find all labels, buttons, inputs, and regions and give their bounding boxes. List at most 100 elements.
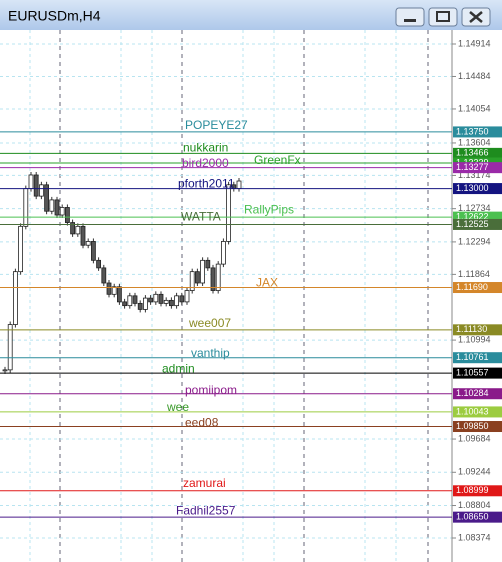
price-tag — [453, 352, 502, 364]
price-tag — [453, 324, 502, 336]
axis-label: 1.10994 — [458, 334, 491, 344]
close-icon — [469, 11, 483, 23]
window-buttons[interactable] — [395, 7, 491, 27]
price-tag — [453, 211, 502, 223]
candle — [226, 184, 232, 242]
axis-label: 1.12294 — [458, 236, 491, 246]
candle — [18, 225, 24, 273]
price-tag — [453, 421, 502, 433]
price-tag-label: 1.10761 — [456, 352, 489, 362]
candle — [91, 241, 96, 261]
candle — [75, 225, 81, 235]
candle — [205, 259, 211, 269]
price-tag-label: 1.13277 — [456, 162, 489, 172]
candle — [236, 180, 242, 189]
price-tag — [453, 162, 502, 174]
level-name: POPEYE27 — [185, 118, 248, 132]
price-tag-label: 1.10043 — [456, 406, 489, 416]
price-tag-label: 1.10284 — [456, 388, 489, 398]
price-tag-label: 1.13000 — [456, 183, 489, 193]
price-tag-label: 1.08650 — [456, 512, 489, 522]
candle — [132, 295, 138, 304]
candle — [163, 299, 169, 304]
axis-label: 1.14054 — [458, 103, 491, 113]
axis-label: 1.11864 — [458, 269, 490, 279]
candle — [148, 297, 154, 303]
level-name: vanthip — [191, 346, 230, 360]
candle — [80, 225, 86, 246]
price-tag — [453, 147, 502, 159]
price-tag — [453, 126, 502, 138]
candle — [184, 290, 190, 303]
candle — [49, 199, 55, 212]
candle — [28, 174, 34, 189]
price-tag — [453, 282, 502, 294]
candle — [174, 295, 180, 307]
price-tag — [453, 218, 502, 230]
candle — [33, 174, 39, 197]
price-tag — [453, 485, 502, 497]
level-name: bird2000 — [182, 156, 229, 170]
axis-label: 1.14914 — [458, 38, 491, 48]
candle — [122, 301, 127, 307]
candle — [168, 299, 174, 307]
level-name: JAX — [256, 276, 278, 290]
level-name: eed08 — [185, 416, 219, 430]
price-tag-label: 1.08999 — [456, 485, 489, 495]
restore-button[interactable] — [428, 7, 458, 27]
price-tag-label: 1.09850 — [456, 421, 489, 431]
candle — [106, 282, 112, 295]
price-tag-label: 1.12622 — [456, 212, 489, 222]
price-tag — [453, 406, 502, 418]
axis-label: 1.14484 — [458, 71, 491, 81]
minimize-icon — [404, 19, 416, 22]
candle — [7, 324, 13, 371]
axis-label: 1.13174 — [458, 170, 491, 180]
candle — [96, 259, 101, 269]
window-title: EURUSDm,H4 — [8, 8, 101, 24]
axis-label: 1.13604 — [458, 137, 491, 147]
candle — [194, 271, 200, 284]
candle — [39, 184, 44, 197]
level-name: Fadhil2557 — [176, 503, 236, 517]
candle — [127, 295, 133, 307]
candle — [70, 222, 75, 235]
candle — [44, 184, 49, 212]
level-name: RallyPips — [244, 202, 294, 216]
candle — [189, 271, 195, 291]
level-name: admin — [162, 361, 195, 375]
price-tag-label: 1.11690 — [456, 282, 488, 292]
chart-area — [0, 30, 502, 562]
candle — [23, 188, 29, 227]
candle — [111, 286, 117, 295]
candle — [200, 259, 206, 284]
price-tag-label: 1.11130 — [456, 324, 487, 334]
candle — [142, 297, 148, 310]
candle — [85, 241, 91, 246]
price-tag-label: 1.13750 — [456, 126, 489, 136]
price-tag — [453, 183, 502, 195]
minimize-button[interactable] — [395, 7, 425, 27]
level-name: pforth2011 — [178, 177, 235, 191]
candle — [210, 267, 216, 291]
candle — [12, 271, 18, 325]
price-tag-label: 1.13466 — [456, 148, 489, 158]
axis-label: 1.12734 — [458, 203, 491, 213]
candle — [153, 293, 159, 303]
candle — [117, 286, 122, 303]
price-tag — [453, 511, 502, 523]
candle — [179, 295, 185, 303]
axis-label: 1.09684 — [458, 433, 491, 443]
price-tag-label: 1.12525 — [456, 219, 489, 229]
candle — [137, 302, 143, 310]
axis-label: 1.08804 — [458, 500, 491, 510]
candle — [59, 207, 65, 216]
level-name: wee — [166, 400, 189, 414]
level-name: WATTA — [181, 210, 221, 224]
price-tag — [453, 367, 502, 379]
level-name: GreenFx — [254, 153, 301, 167]
level-name: pomiipom — [185, 383, 237, 397]
candle — [220, 241, 226, 265]
candle — [215, 263, 221, 291]
restore-icon — [436, 11, 450, 22]
